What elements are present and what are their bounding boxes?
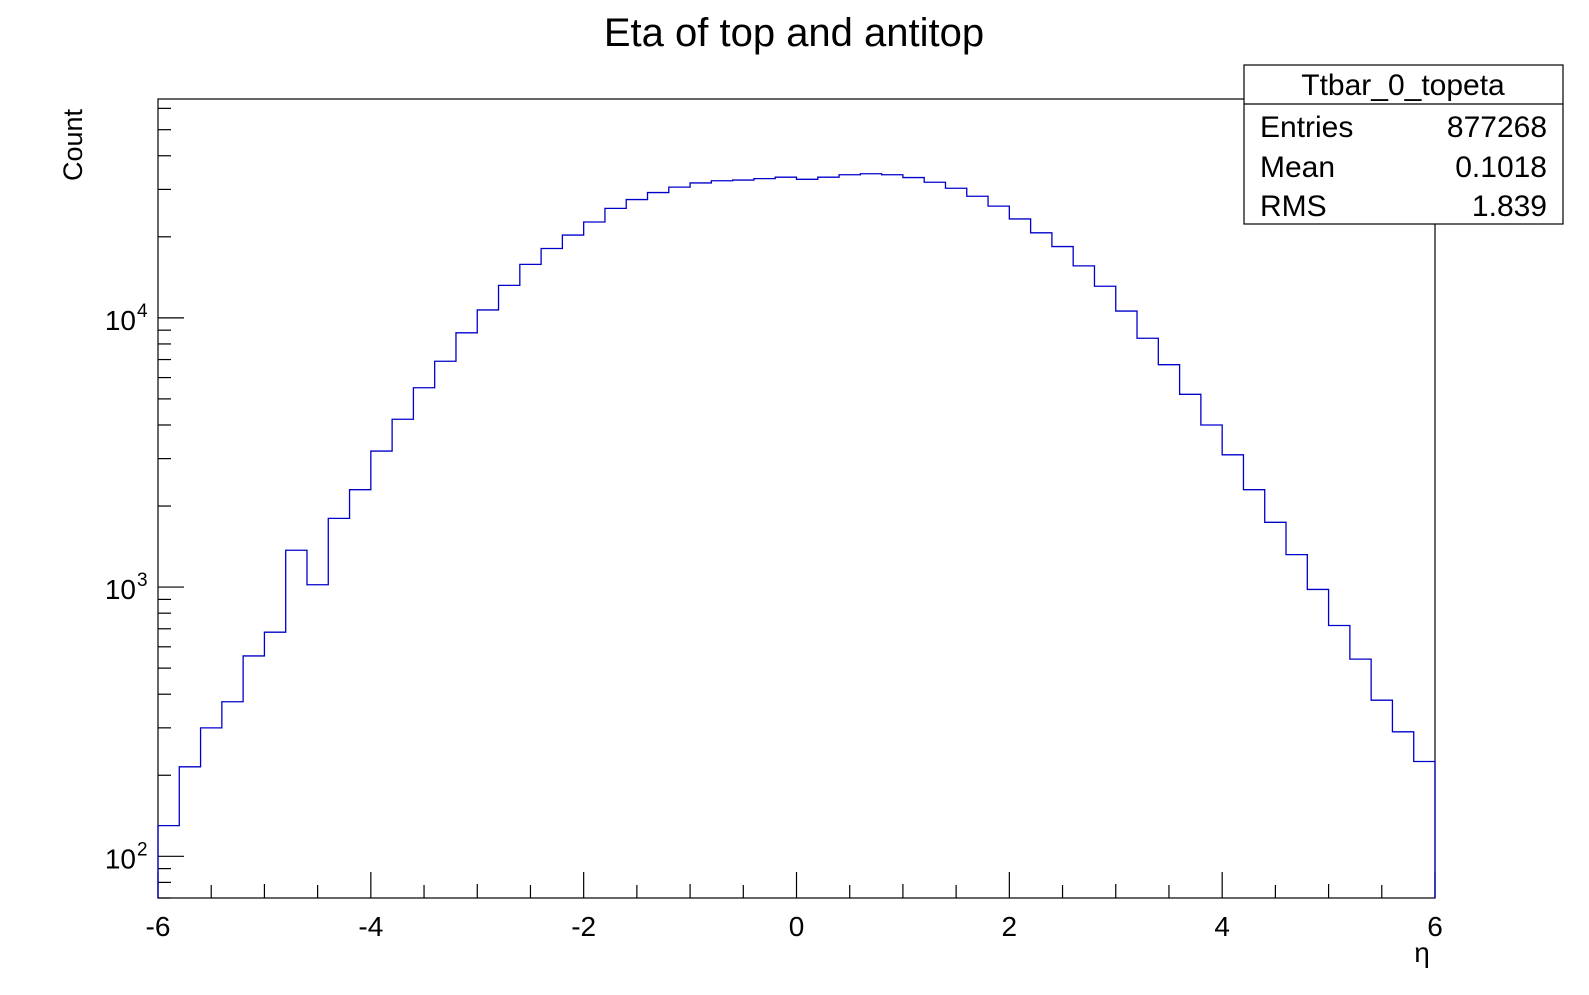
y-tick-label-base: 10 xyxy=(105,305,136,336)
y-tick-label-exponent: 4 xyxy=(137,301,148,322)
stats-mean-label: Mean xyxy=(1260,151,1335,184)
x-tick-label: -2 xyxy=(571,911,596,942)
x-tick-label: -4 xyxy=(358,911,383,942)
histogram-outline xyxy=(157,173,1436,898)
stats-box: Ttbar_0_topeta Entries 877268 Mean 0.101… xyxy=(1243,64,1564,225)
y-tick-label: 10 2 xyxy=(105,839,148,874)
stats-mean-value: 0.1018 xyxy=(1455,151,1547,184)
stats-entries-value: 877268 xyxy=(1447,111,1547,144)
y-axis-label: Count xyxy=(58,108,88,181)
y-tick-label: 10 4 xyxy=(105,301,148,336)
y-tick-label-base: 10 xyxy=(105,843,136,874)
x-tick-label: 6 xyxy=(1427,911,1443,942)
y-tick-label: 10 3 xyxy=(105,570,148,605)
stats-box-title: Ttbar_0_topeta xyxy=(1301,69,1505,102)
x-axis-label: η xyxy=(1414,937,1430,968)
x-tick-label: -6 xyxy=(146,911,171,942)
stats-box-frame xyxy=(1243,64,1564,225)
y-tick-label-exponent: 2 xyxy=(137,839,148,860)
x-tick-label: 2 xyxy=(1002,911,1018,942)
y-tick-label-base: 10 xyxy=(105,574,136,605)
stats-entries-label: Entries xyxy=(1260,111,1353,144)
x-tick-label: 0 xyxy=(789,911,805,942)
y-tick-label-exponent: 3 xyxy=(137,570,148,591)
stats-rms-label: RMS xyxy=(1260,190,1327,223)
x-tick-label: 4 xyxy=(1214,911,1230,942)
stats-rms-value: 1.839 xyxy=(1472,190,1547,223)
x-axis-ticks: -6 -4 -2 0 2 4 6 xyxy=(146,872,1443,942)
chart-title: Eta of top and antitop xyxy=(604,11,984,55)
